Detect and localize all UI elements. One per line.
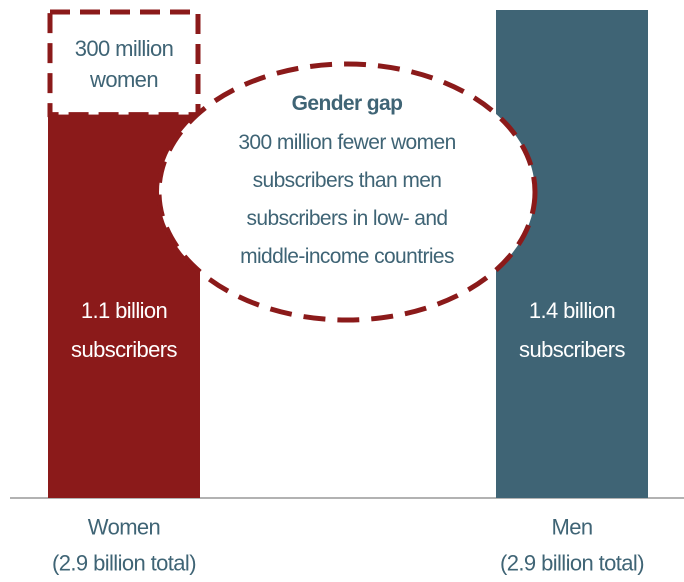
value-label: 1.4 billion subscribers bbox=[519, 298, 625, 362]
annotation-line: subscribers than men bbox=[252, 169, 442, 192]
annotation-ellipse bbox=[156, 61, 538, 323]
gap-box bbox=[47, 9, 201, 118]
category-label: Men bbox=[551, 514, 594, 540]
annotation-line: middle-income countries bbox=[240, 245, 454, 268]
annotation-line: 300 million fewer women bbox=[238, 131, 456, 154]
category-label: Women bbox=[87, 514, 161, 540]
gap-label: 300 million women bbox=[74, 36, 174, 93]
category-note: (2.9 billion total) bbox=[500, 550, 645, 576]
annotation-line: subscribers in low- and bbox=[246, 207, 449, 230]
annotation-title: Gender gap bbox=[291, 92, 403, 115]
bar bbox=[496, 10, 648, 498]
category-note: (2.9 billion total) bbox=[52, 550, 197, 576]
value-label: 1.1 billion subscribers bbox=[71, 298, 177, 362]
